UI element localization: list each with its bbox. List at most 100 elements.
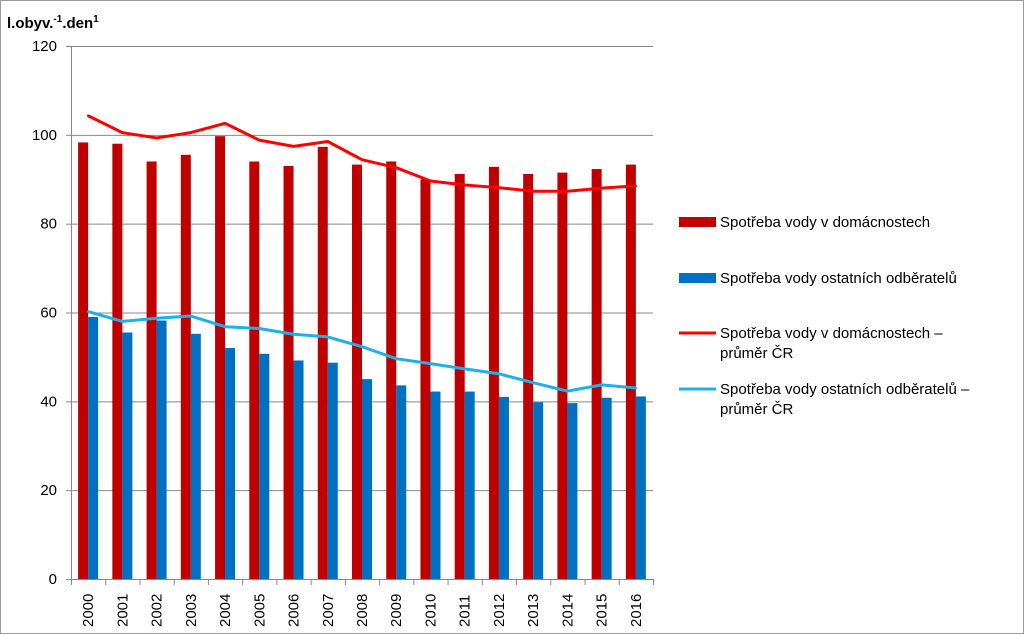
x-tick-label: 2014 [559, 594, 576, 627]
y-tick-label: 80 [40, 216, 57, 233]
bar-series0-2007 [317, 146, 328, 579]
y-tick-label: 0 [49, 571, 57, 588]
bar-series0-2009 [386, 161, 397, 579]
x-tick-label: 2003 [183, 594, 200, 627]
unit-label-base: l.obyv. [7, 15, 53, 32]
y-tick-label: 120 [32, 38, 57, 55]
bar-series1-2014 [567, 403, 578, 579]
bar-series1-2006 [293, 360, 304, 579]
line-point-series2-2009 [395, 166, 398, 169]
bar-series1-2003 [190, 333, 201, 579]
line-point-series3-2016 [634, 386, 638, 390]
y-tick-label: 40 [40, 393, 57, 410]
bar-series0-2011 [454, 173, 465, 580]
line-point-series2-2008 [360, 158, 364, 161]
line-point-series2-2004 [223, 122, 227, 125]
line-point-series2-2006 [292, 145, 295, 148]
bar-series0-2001 [112, 143, 123, 579]
line-point-series2-2000 [86, 114, 90, 117]
bar-series1-2012 [498, 396, 509, 579]
bar-series0-2002 [146, 161, 157, 579]
y-tick-label: 20 [40, 482, 57, 499]
x-tick-label: 2009 [388, 594, 405, 627]
bar-series1-2007 [327, 362, 338, 579]
line-point-series3-2009 [395, 357, 398, 360]
legend-swatch-series1 [679, 273, 716, 283]
bar-series1-2005 [259, 353, 270, 579]
line-point-series2-2007 [326, 140, 329, 143]
bar-series0-2004 [215, 136, 226, 579]
unit-label-mid: .den [62, 15, 93, 32]
bar-series0-2008 [352, 164, 362, 579]
legend-swatch-series0 [679, 217, 716, 227]
bar-series1-2013 [533, 402, 544, 579]
legend-label-series3-line1: průměr ČR [720, 401, 794, 418]
line-point-series3-2012 [497, 372, 501, 375]
bar-series0-2010 [420, 179, 431, 579]
bar-series1-2011 [464, 391, 475, 579]
bar-series1-2010 [430, 391, 441, 579]
line-point-series2-2012 [497, 186, 501, 189]
legend: Spotřeba vody v domácnostech Spotřeba vod… [679, 214, 970, 418]
bar-series0-2006 [283, 165, 294, 580]
x-tick-label: 2008 [354, 594, 371, 627]
line-point-series3-2007 [326, 335, 329, 339]
line-point-series2-2010 [429, 179, 432, 183]
x-tick-label: 2015 [594, 594, 611, 627]
bar-series1-2008 [362, 379, 372, 579]
unit-label-sup1: -1 [53, 14, 62, 25]
bar-series1-2004 [225, 348, 236, 579]
line-point-series3-2010 [429, 362, 432, 365]
x-tick-label: 2002 [149, 594, 166, 627]
bar-series1-2015 [601, 397, 612, 579]
legend-label-series1: Spotřeba vody ostatních odběratelů [720, 270, 957, 287]
line-point-series2-2011 [463, 183, 466, 187]
line-point-series3-2002 [155, 317, 158, 320]
bar-series [78, 136, 646, 580]
bar-series0-2015 [591, 169, 602, 579]
line-point-series3-2015 [600, 383, 603, 387]
line-point-series3-2011 [463, 367, 466, 371]
bar-series1-2001 [122, 332, 133, 579]
line-point-series3-2003 [189, 314, 193, 318]
line-point-series2-2002 [155, 136, 158, 140]
line-point-series2-2005 [258, 138, 261, 142]
x-tick-label: 2001 [114, 594, 131, 627]
y-tick-label: 100 [32, 127, 57, 144]
bar-series1-2000 [88, 316, 99, 579]
bar-series0-2014 [557, 172, 568, 579]
x-tick-label: 2005 [251, 594, 268, 627]
line-point-series2-2015 [600, 186, 603, 190]
x-tick-label: 2000 [80, 594, 97, 627]
legend-label-series0: Spotřeba vody v domácnostech [720, 214, 930, 231]
axes: 0 20 40 60 80 100 120 2000 2001 2002 2003 2004 2005 2… [32, 38, 654, 627]
line-point-series3-2001 [121, 320, 124, 323]
y-tick-label: 60 [40, 305, 57, 322]
line-point-series3-2014 [566, 389, 569, 393]
x-tick-label: 2011 [457, 595, 474, 627]
legend-label-series3-line0: Spotřeba vody ostatních odběratelů – [720, 381, 970, 398]
unit-label-sup2: 1 [93, 14, 99, 25]
bar-series0-2016 [625, 164, 636, 579]
x-tick-label: 2006 [286, 594, 303, 627]
x-tick-label: 2007 [320, 594, 337, 627]
bar-series0-2013 [523, 173, 534, 580]
bar-series0-2003 [180, 154, 191, 579]
line-point-series3-2013 [531, 381, 535, 384]
legend-label-series2-line0: Spotřeba vody v domácnostech – [720, 325, 943, 342]
x-tick-label: 2016 [628, 594, 645, 627]
line-series [86, 114, 638, 393]
line-point-series3-2000 [86, 310, 90, 313]
x-tick-label: 2013 [525, 594, 542, 627]
legend-label-series2-line1: průměr ČR [720, 345, 794, 362]
line-point-series2-2014 [566, 190, 569, 193]
line-point-series2-2003 [189, 131, 193, 134]
line-point-series2-2016 [634, 184, 638, 188]
line-point-series3-2004 [223, 325, 227, 328]
x-tick-label: 2012 [491, 594, 508, 627]
line-point-series3-2006 [292, 333, 295, 336]
line-point-series2-2001 [121, 131, 124, 134]
bar-series0-2005 [249, 161, 260, 579]
